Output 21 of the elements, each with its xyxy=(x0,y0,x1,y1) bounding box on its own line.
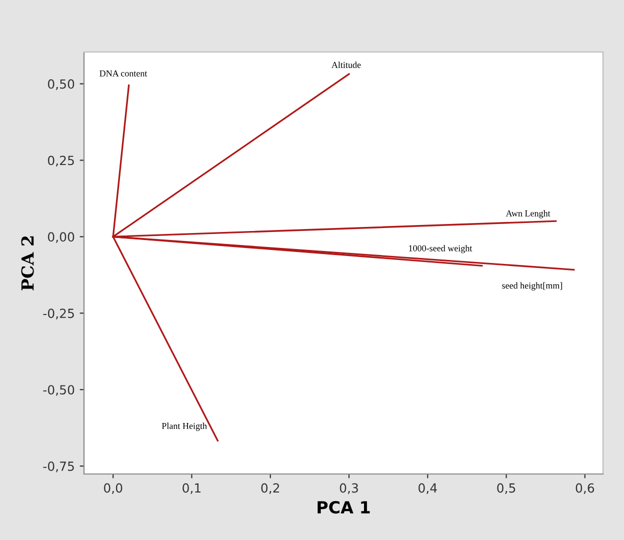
series-label: seed height[mm] xyxy=(502,282,562,290)
series-label: DNA content xyxy=(100,70,148,76)
x-tick-label: 0,1 xyxy=(182,483,201,494)
y-tick-label: 0,50 xyxy=(48,79,74,90)
x-axis-title: PCA 1 xyxy=(318,500,370,514)
y-tick-label: 0,25 xyxy=(48,156,74,166)
y-tick-label: -0,25 xyxy=(43,308,74,320)
y-axis-title: PCA 2 xyxy=(21,236,34,290)
series-label: Awn Lenght xyxy=(506,210,550,218)
series-label: 1000-seed weight xyxy=(409,244,472,254)
x-tick-label: 0,2 xyxy=(261,483,280,494)
x-tick-label: 0,0 xyxy=(104,483,122,494)
x-tick-label: 0,3 xyxy=(340,483,358,494)
x-tick-label: 0,5 xyxy=(497,483,516,494)
y-tick-label: -0,75 xyxy=(43,462,74,472)
x-tick-label: 0,6 xyxy=(576,483,594,494)
series-label: Altitude xyxy=(332,62,361,68)
y-tick-label: -0,50 xyxy=(43,385,74,396)
series-label: Plant Heigth xyxy=(162,422,207,431)
y-tick-label: 0,00 xyxy=(48,232,74,243)
x-tick-label: 0,4 xyxy=(418,483,437,494)
